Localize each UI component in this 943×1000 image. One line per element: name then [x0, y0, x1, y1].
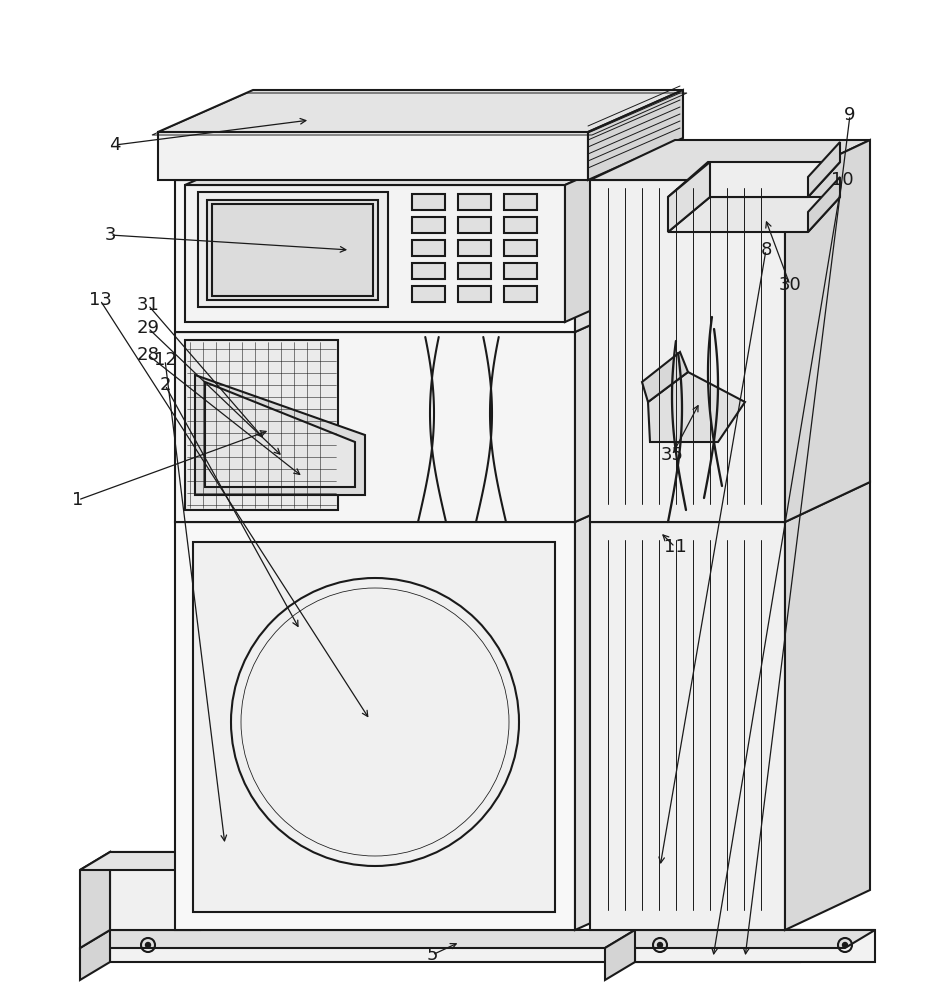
Polygon shape — [175, 180, 575, 332]
Circle shape — [842, 942, 848, 948]
Polygon shape — [175, 482, 665, 522]
Polygon shape — [158, 132, 588, 180]
Polygon shape — [175, 140, 665, 180]
Polygon shape — [785, 482, 870, 930]
Bar — [458, 217, 491, 233]
Polygon shape — [185, 145, 655, 185]
Polygon shape — [642, 352, 688, 402]
Polygon shape — [175, 292, 665, 332]
Polygon shape — [605, 930, 635, 980]
Polygon shape — [808, 177, 840, 232]
Text: 35: 35 — [660, 446, 684, 464]
Bar — [412, 286, 445, 302]
Text: 8: 8 — [760, 241, 771, 259]
Text: 9: 9 — [844, 106, 855, 124]
Bar — [412, 263, 445, 279]
Polygon shape — [668, 197, 840, 232]
Polygon shape — [207, 200, 378, 300]
Text: 5: 5 — [426, 946, 438, 964]
Polygon shape — [110, 930, 800, 962]
Bar — [504, 194, 537, 210]
Bar — [412, 194, 445, 210]
Polygon shape — [668, 162, 710, 232]
Text: 13: 13 — [89, 291, 111, 309]
Polygon shape — [205, 382, 355, 487]
Polygon shape — [590, 140, 870, 180]
Polygon shape — [185, 340, 338, 510]
Polygon shape — [80, 930, 110, 980]
Polygon shape — [635, 930, 875, 962]
Bar — [504, 240, 537, 256]
Polygon shape — [605, 930, 875, 948]
Text: 2: 2 — [159, 376, 171, 394]
Polygon shape — [80, 852, 110, 948]
Polygon shape — [590, 522, 785, 930]
Polygon shape — [590, 482, 870, 522]
Text: 30: 30 — [779, 276, 802, 294]
Polygon shape — [195, 375, 365, 495]
Text: 28: 28 — [137, 346, 159, 364]
Polygon shape — [575, 292, 665, 522]
Polygon shape — [175, 522, 575, 930]
Polygon shape — [588, 90, 683, 180]
Polygon shape — [198, 192, 388, 307]
Bar — [193, 542, 555, 912]
Bar — [458, 240, 491, 256]
Circle shape — [657, 942, 663, 948]
Polygon shape — [575, 140, 665, 332]
Bar — [504, 286, 537, 302]
Polygon shape — [185, 185, 565, 322]
Text: 1: 1 — [73, 491, 84, 509]
Polygon shape — [648, 372, 745, 442]
Polygon shape — [110, 852, 200, 930]
Polygon shape — [808, 142, 840, 197]
Circle shape — [718, 942, 722, 948]
Polygon shape — [565, 145, 655, 322]
Text: 4: 4 — [109, 136, 121, 154]
Bar — [458, 263, 491, 279]
Text: 11: 11 — [664, 538, 687, 556]
Polygon shape — [212, 204, 373, 296]
Bar — [412, 240, 445, 256]
Bar — [504, 263, 537, 279]
Bar — [458, 194, 491, 210]
Polygon shape — [175, 332, 575, 522]
Polygon shape — [590, 180, 785, 522]
Bar — [412, 217, 445, 233]
Circle shape — [145, 942, 151, 948]
Text: 29: 29 — [137, 319, 159, 337]
Polygon shape — [575, 482, 665, 930]
Text: 10: 10 — [831, 171, 853, 189]
Polygon shape — [785, 140, 870, 522]
Polygon shape — [158, 90, 683, 132]
Polygon shape — [80, 852, 230, 870]
Bar — [458, 286, 491, 302]
Text: 12: 12 — [154, 351, 176, 369]
Polygon shape — [668, 162, 840, 197]
Text: 3: 3 — [105, 226, 116, 244]
Text: 31: 31 — [137, 296, 159, 314]
Polygon shape — [80, 930, 800, 948]
Bar — [504, 217, 537, 233]
